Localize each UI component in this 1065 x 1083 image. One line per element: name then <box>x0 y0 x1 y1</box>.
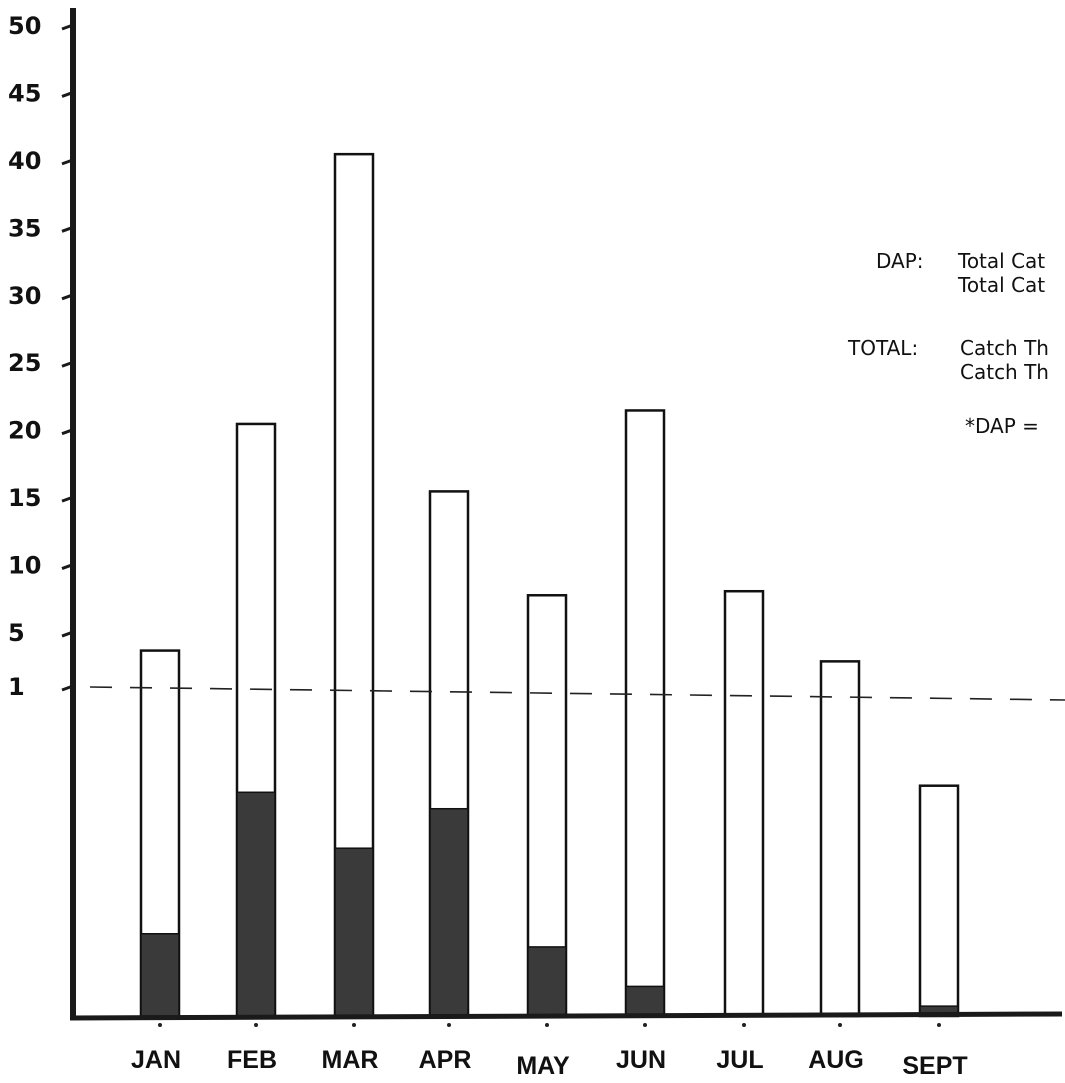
x-tick-mark <box>643 1023 647 1027</box>
y-tick-label: 30 <box>8 282 41 310</box>
bar-dap-mar <box>334 847 374 1017</box>
y-tick-label: 40 <box>8 147 41 175</box>
x-tick-label-jul: JUL <box>716 1046 763 1074</box>
x-tick-label-feb: FEB <box>227 1046 277 1074</box>
y-tick-label: 10 <box>8 552 41 580</box>
x-tick-mark <box>838 1023 842 1027</box>
reference-line <box>89 686 1065 701</box>
bar-dap-feb <box>236 791 276 1017</box>
y-tick-label: 20 <box>8 417 41 445</box>
x-tick-mark <box>447 1023 451 1027</box>
x-tick-label-apr: APR <box>419 1046 472 1074</box>
x-tick-mark <box>352 1023 356 1027</box>
y-tick-label: 15 <box>8 484 41 512</box>
bar-total-jul <box>723 589 765 1018</box>
bar-total-aug <box>819 660 861 1018</box>
x-tick-mark <box>545 1023 549 1027</box>
x-tick-label-aug: AUG <box>808 1046 864 1074</box>
bar-total-sept <box>918 784 960 1018</box>
x-tick-label-sept: SEPT <box>902 1052 967 1080</box>
x-axis-ticks: JAN FEB MAR APR MAY JUN JUL AUG SEPT <box>131 1023 968 1080</box>
y-tick-label: 35 <box>8 214 41 242</box>
y-tick-label: 25 <box>8 349 41 377</box>
x-tick-mark <box>937 1023 941 1027</box>
bar-dap-jan <box>140 933 180 1017</box>
x-tick-label-jan: JAN <box>131 1046 181 1074</box>
bar-dap-apr <box>429 807 469 1017</box>
x-tick-label-may: MAY <box>516 1052 570 1080</box>
bar-dap-may <box>527 946 567 1017</box>
bar-dap-jun <box>625 985 665 1017</box>
x-tick-label-mar: MAR <box>322 1046 379 1074</box>
y-tick-label: 45 <box>8 79 41 107</box>
bars <box>139 152 960 1018</box>
reference-line-group <box>89 686 1065 701</box>
y-tick-label: 50 <box>8 12 41 40</box>
x-tick-mark <box>254 1023 258 1027</box>
bar-total-may <box>526 594 568 1018</box>
y-tick-label: 1 <box>8 673 25 701</box>
x-axis <box>69 1011 1063 1021</box>
x-tick-mark <box>742 1023 746 1027</box>
y-tick-label: 5 <box>8 619 25 647</box>
x-tick-mark <box>158 1023 162 1027</box>
x-tick-label-jun: JUN <box>616 1046 666 1074</box>
bar-total-jun <box>624 409 666 1018</box>
